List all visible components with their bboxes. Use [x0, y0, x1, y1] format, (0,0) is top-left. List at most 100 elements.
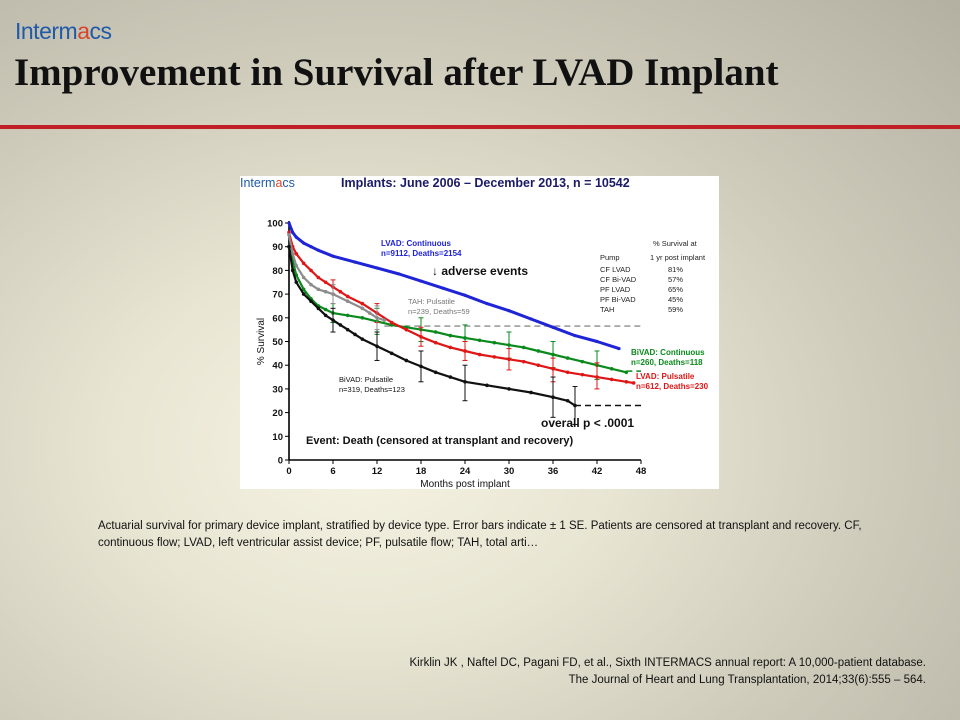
- data-point: [529, 390, 533, 395]
- data-point: [573, 333, 577, 338]
- chart-title: Implants: June 2006 – December 2013, n =…: [341, 176, 630, 190]
- data-point: [389, 320, 394, 325]
- data-point: [419, 279, 423, 283]
- label-bivad-pulsatile-n: n=319, Deaths=123: [339, 385, 405, 394]
- label-tah-pulsatile: TAH: Pulsatile: [408, 297, 455, 306]
- data-point: [375, 266, 379, 270]
- y-tick-label: 100: [267, 219, 283, 230]
- x-axis-label: Months post implant: [420, 479, 510, 489]
- data-point: [353, 332, 357, 337]
- label-bivad-continuous-n: n=260, Deaths=118: [631, 358, 703, 367]
- data-point: [477, 338, 482, 343]
- data-point: [521, 345, 526, 350]
- data-point: [301, 292, 306, 296]
- x-tick-label: 36: [548, 466, 559, 477]
- data-point: [302, 241, 306, 245]
- y-tick-label: 80: [272, 266, 283, 277]
- data-point: [595, 339, 599, 344]
- data-point: [617, 347, 621, 351]
- data-point: [345, 313, 350, 318]
- data-point: [448, 375, 453, 379]
- data-point: [397, 272, 401, 276]
- citation-line-1: Kirklin JK , Naftel DC, Pagani FD, et al…: [409, 657, 926, 669]
- data-point: [316, 248, 320, 252]
- chart-logo: Intermacs: [240, 176, 295, 190]
- data-point: [353, 260, 357, 264]
- data-point: [624, 370, 629, 375]
- x-tick-label: 6: [330, 466, 335, 477]
- figure-caption: Actuarial survival for primary device im…: [98, 520, 862, 549]
- data-point: [345, 299, 350, 304]
- data-point: [345, 294, 350, 299]
- x-tick-label: 24: [460, 466, 471, 477]
- data-point: [529, 317, 533, 321]
- data-point: [360, 301, 365, 306]
- legend-row-pump: TAH: [600, 305, 614, 314]
- data-point: [309, 282, 313, 287]
- data-point: [492, 340, 497, 345]
- y-tick-label: 50: [272, 337, 283, 348]
- data-point: [294, 263, 299, 268]
- y-axis-label: % Survival: [256, 318, 267, 365]
- survival-chart-svg: Intermacs Implants: June 2006 – December…: [240, 176, 709, 489]
- legend-header-right-1: % Survival at: [653, 239, 698, 248]
- data-point: [485, 301, 489, 306]
- data-point: [294, 235, 298, 239]
- data-point: [301, 287, 306, 292]
- label-lvad-pulsatile-n: n=612, Deaths=230: [636, 382, 709, 391]
- data-point: [536, 363, 541, 367]
- series-line: [287, 222, 620, 351]
- label-lvad-continuous: LVAD: Continuous: [381, 239, 451, 248]
- y-tick-label: 90: [272, 242, 283, 253]
- legend-header-right-2: 1 yr post implant: [650, 253, 706, 262]
- data-point: [448, 345, 453, 350]
- y-tick-label: 40: [272, 361, 283, 372]
- x-tick-label: 30: [504, 466, 515, 477]
- data-point: [389, 351, 394, 356]
- citation-line-2: The Journal of Heart and Lung Transplant…: [568, 674, 926, 686]
- series-line: [287, 246, 627, 374]
- data-point: [433, 370, 438, 375]
- survival-chart: Intermacs Implants: June 2006 – December…: [240, 176, 719, 489]
- legend-row-value: 65%: [668, 285, 683, 294]
- data-point: [404, 358, 409, 363]
- data-point: [565, 370, 570, 375]
- data-point: [609, 377, 614, 382]
- data-point: [290, 252, 295, 256]
- data-point: [301, 261, 306, 266]
- data-point: [521, 359, 526, 364]
- y-tick-label: 0: [278, 456, 283, 467]
- data-point: [536, 349, 541, 353]
- label-bivad-pulsatile: BiVAD: Pulsatile: [339, 375, 393, 384]
- title-divider: [0, 125, 960, 129]
- legend-row-value: 59%: [668, 305, 683, 314]
- data-point: [609, 366, 614, 371]
- legend-row-value: 45%: [668, 295, 683, 304]
- data-point: [309, 299, 313, 304]
- x-tick-label: 42: [592, 466, 603, 477]
- data-point: [294, 280, 299, 285]
- data-point: [360, 306, 365, 311]
- data-point: [492, 355, 497, 359]
- label-bivad-continuous: BiVAD: Continuous: [631, 348, 705, 357]
- data-point: [433, 330, 438, 334]
- data-point: [294, 252, 299, 256]
- data-point: [382, 318, 387, 322]
- pvalue-annotation: overall p < .0001: [541, 416, 634, 430]
- data-point: [287, 244, 291, 249]
- data-point: [404, 327, 409, 332]
- data-point: [287, 233, 291, 237]
- data-point: [323, 307, 328, 312]
- legend-row-pump: CF LVAD: [600, 265, 631, 274]
- legend-row-pump: PF Bi-VAD: [600, 295, 636, 304]
- data-point: [433, 340, 438, 345]
- data-point: [316, 275, 321, 280]
- data-point: [338, 289, 343, 294]
- y-tick-label: 10: [272, 432, 283, 443]
- citation: Kirklin JK , Naftel DC, Pagani FD, et al…: [410, 655, 926, 689]
- data-point: [345, 327, 350, 332]
- data-point: [316, 287, 321, 292]
- data-point: [580, 372, 585, 377]
- data-point: [565, 398, 570, 403]
- data-point: [580, 359, 585, 364]
